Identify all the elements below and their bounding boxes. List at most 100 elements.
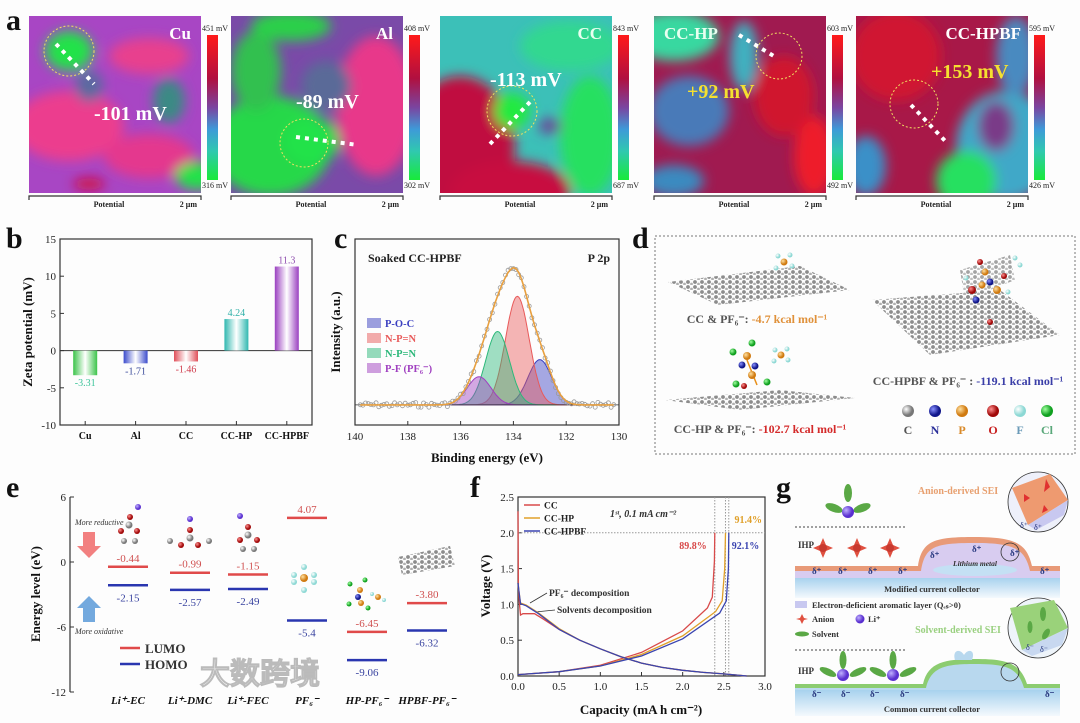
x-tick-label: 140: [347, 431, 364, 443]
cc-hp-energy: -102.7 kcal mol⁻¹: [759, 422, 847, 436]
panel-label-g: g: [776, 471, 791, 504]
x-category-label: PF₆⁻: [295, 695, 320, 707]
energy-level-chart: Energy level (eV) More reductive More ox…: [28, 492, 457, 707]
pf6-molecule: [773, 252, 795, 271]
anion-icon: [796, 614, 808, 624]
solvent-derived-sei-layer: [795, 659, 1060, 688]
atom-label: O: [988, 423, 997, 437]
colorbar: [409, 35, 420, 180]
atom-label: Cl: [1041, 423, 1054, 437]
atom-label: N: [931, 423, 940, 437]
series-discharge-curve: [517, 582, 747, 677]
scale-bar-title: Potential: [296, 200, 327, 209]
homo-value-label: -2.57: [179, 597, 202, 609]
y-tick-label: 5: [51, 308, 57, 320]
arrow-up-icon: [77, 596, 101, 622]
colorbar: [618, 35, 629, 180]
ihp-label-bottom: IHP: [798, 666, 815, 676]
x-tick-label: 0.5: [552, 681, 566, 693]
panel-label-e: e: [6, 471, 19, 504]
legend-label: N-P=N: [385, 334, 416, 345]
delta-plus-charge: δ⁺: [972, 544, 982, 554]
scale-bar-title: Potential: [921, 200, 952, 209]
line-profile: [737, 33, 779, 60]
scale-bar-length: 2 μm: [180, 200, 198, 209]
legend-swatch-layer: [795, 601, 807, 608]
lumo-value-label: 4.07: [297, 504, 317, 516]
solvent-decomposition-annotation: Solvents decomposition: [557, 606, 652, 616]
pf6-decomposition-annotation: PF₆⁻ decomposition: [549, 589, 630, 599]
x-tick-label: 1.0: [593, 681, 607, 693]
atom-legend: C N P O F Cl: [902, 405, 1054, 437]
atom-ball-p: [956, 405, 968, 417]
scale-bar-length: 2 μm: [591, 200, 609, 209]
series-charge-curve: [517, 532, 727, 676]
panel-label-a: a: [6, 4, 21, 37]
zoom-circle: [1000, 662, 1020, 682]
coulombic-efficiency-label: 89.8%: [679, 541, 707, 552]
colorbar-min-label: 302 mV: [404, 181, 430, 190]
atom-ball-c: [902, 405, 914, 417]
test-condition: 1ˢᵗ, 0.1 mA cm⁻²: [610, 509, 677, 520]
x-tick-label: CC: [179, 431, 193, 442]
panel-label-d: d: [632, 222, 649, 255]
common-current-collector: [795, 690, 1060, 716]
anions: [813, 538, 900, 558]
lumo-value-label: -0.99: [179, 559, 202, 571]
delta-minus-charge: δ⁻: [870, 689, 880, 699]
y-axis-label: Energy level (eV): [28, 546, 43, 642]
inset-anion-sei: [1007, 471, 1069, 533]
solvated-li-cluster: [825, 484, 871, 518]
legend-label-li: Li⁺: [868, 614, 881, 624]
map-name: CC: [577, 24, 602, 43]
colorbar-max-label: 408 mV: [404, 24, 430, 33]
data-point: [455, 395, 461, 401]
legend-swatch: [367, 363, 381, 373]
y-axis-label: Intensity (a.u.): [328, 291, 343, 372]
x-tick-label: CC-HP: [221, 431, 253, 442]
chart-title: Soaked CC-HPBF: [368, 251, 462, 265]
legend-swatch: [367, 333, 381, 343]
y-tick-label: -10: [41, 420, 56, 432]
colorbar-min-label: 426 mV: [1029, 181, 1055, 190]
coulombic-efficiency-label: 91.4%: [734, 515, 762, 526]
legend: LUMO HOMO: [120, 641, 188, 672]
watermark: 大数跨境: [200, 657, 320, 692]
solvent-icon: [795, 631, 809, 637]
data-point: [584, 403, 590, 409]
y-tick-label: 6: [61, 492, 67, 504]
pf6-molecule: [291, 564, 317, 593]
x-tick-label: 136: [452, 431, 469, 443]
modified-current-collector: [795, 578, 1060, 598]
x-category-label: Li⁺-EC: [110, 695, 146, 707]
atom-ball-n: [929, 405, 941, 417]
line-profile: [295, 135, 359, 147]
panel-label-b: b: [6, 222, 23, 255]
x-tick-label: 1.5: [635, 681, 649, 693]
inset-solvent-sei: [1007, 597, 1069, 659]
panel-label-c: c: [334, 222, 347, 255]
y-axis-label: Voltage (V): [478, 555, 493, 618]
inset-delta-minus: δ⁻: [1026, 643, 1034, 652]
highlight-circle: [486, 85, 538, 137]
graphene-sheet-cc-hp: [665, 390, 855, 410]
legend-label: N-P=N: [385, 349, 416, 360]
cc-label: CC & PF₆⁻:: [687, 312, 752, 326]
cc-hp-label: CC-HP & PF₆⁻:: [674, 422, 759, 436]
data-point: [400, 403, 405, 409]
modified-collector-label: Modified current collector: [884, 584, 980, 594]
data-point: [384, 401, 390, 407]
zoom-circle: [1000, 542, 1020, 562]
cc-hpbf-energy: -119.1 kcal mol⁻¹: [976, 374, 1063, 388]
bar-al: [123, 350, 148, 364]
map-name: CC-HP: [664, 24, 718, 43]
homo-value-label: -2.15: [117, 592, 140, 604]
highlight-circle: [755, 32, 803, 80]
data-point: [513, 267, 519, 272]
hp-molecule: [729, 339, 791, 389]
scale-bar-title: Potential: [505, 200, 536, 209]
panel-frame: [654, 235, 1076, 455]
map-value: -101 mV: [94, 103, 167, 125]
